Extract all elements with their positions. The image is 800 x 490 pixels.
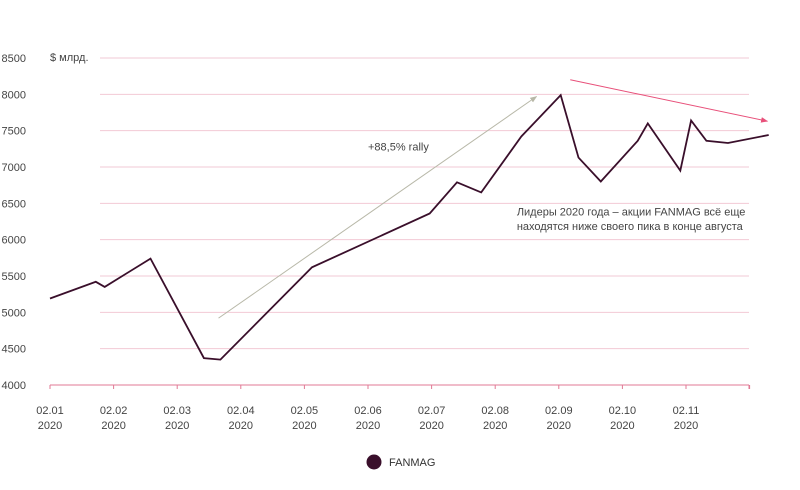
x-tick-label-date: 02.05 — [291, 405, 319, 417]
x-tick-label-year: 2020 — [101, 420, 125, 432]
y-axis-tick-labels: 4000 4500 5000 5500 6000 6500 7000 7500 8000 8500 — [2, 53, 26, 392]
x-tick-label-date: 02.06 — [354, 405, 382, 417]
x-tick-label-year: 2020 — [38, 420, 62, 432]
x-tick-label-year: 2020 — [165, 420, 189, 432]
y-tick-label: 7000 — [2, 162, 26, 174]
x-tick-label-year: 2020 — [674, 420, 698, 432]
y-tick-label: 6000 — [2, 235, 26, 247]
annotations: +88,5% rally Лидеры 2020 года – акции FAN… — [368, 141, 745, 233]
x-tick-label-year: 2020 — [229, 420, 253, 432]
y-tick-label: 5000 — [2, 307, 26, 319]
x-tick-label-date: 02.07 — [418, 405, 446, 417]
x-axis — [49, 384, 751, 389]
legend-swatch-fanmag — [366, 454, 382, 470]
x-tick-label-date: 02.09 — [545, 405, 573, 417]
x-axis-tick-labels: 02.01 2020 02.02 2020 02.03 2020 02.04 2020 02.0… — [36, 405, 699, 432]
legend-label-fanmag: FANMAG — [389, 457, 435, 469]
series-line-fanmag — [49, 93, 769, 361]
x-tick-label-date: 02.11 — [673, 405, 700, 417]
x-tick-label-date: 02.10 — [609, 405, 637, 417]
grid-lines — [100, 57, 749, 350]
y-tick-label: 8500 — [2, 53, 26, 65]
annotation-text: находятся ниже своего пика в конце авгус… — [517, 221, 744, 233]
x-tick-label-date: 02.02 — [100, 405, 128, 417]
x-tick-label-year: 2020 — [610, 420, 634, 432]
x-tick-label-year: 2020 — [292, 420, 316, 432]
y-tick-label: 7500 — [2, 126, 26, 138]
rally-arrow — [218, 96, 538, 319]
y-tick-label: 6500 — [2, 198, 26, 210]
decline-arrow — [570, 79, 769, 123]
y-axis-unit-label: $ млрд. — [50, 52, 89, 64]
y-tick-label: 4500 — [2, 344, 26, 356]
series-lines — [49, 93, 769, 361]
legend: FANMAG — [366, 454, 435, 470]
annotation-text: +88,5% rally — [368, 141, 429, 153]
y-tick-label: 5500 — [2, 271, 26, 283]
x-tick-label-year: 2020 — [419, 420, 443, 432]
x-tick-label-date: 02.01 — [36, 405, 64, 417]
y-tick-label: 8000 — [2, 89, 26, 101]
annotation-arrows — [218, 79, 769, 319]
x-tick-label-date: 02.04 — [227, 405, 255, 417]
annotation-text: Лидеры 2020 года – акции FANMAG всё еще — [517, 207, 746, 219]
x-tick-label-date: 02.08 — [481, 405, 509, 417]
x-tick-label-year: 2020 — [547, 420, 571, 432]
y-tick-label: 4000 — [2, 380, 26, 392]
x-tick-label-date: 02.03 — [163, 405, 191, 417]
x-tick-label-year: 2020 — [356, 420, 380, 432]
x-tick-label-year: 2020 — [483, 420, 507, 432]
